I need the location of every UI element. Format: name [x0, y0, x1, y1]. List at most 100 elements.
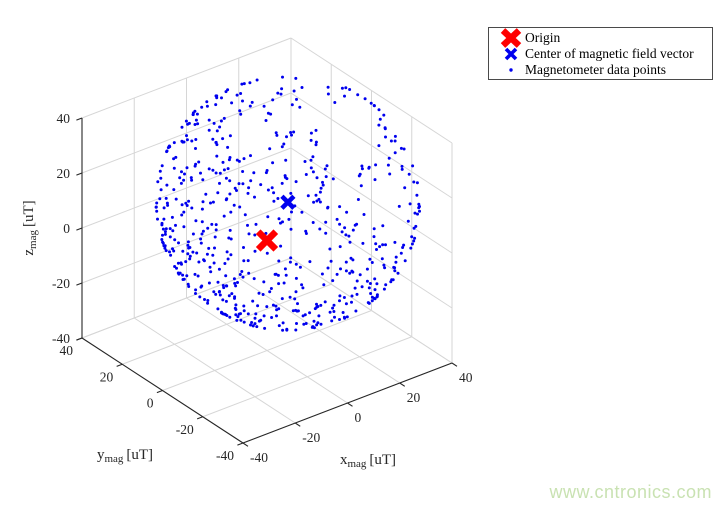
data-point	[181, 249, 185, 253]
data-point	[315, 176, 319, 180]
data-point	[314, 128, 318, 132]
data-point	[224, 198, 228, 202]
data-point	[295, 97, 298, 101]
data-point	[300, 86, 304, 89]
data-point	[316, 305, 320, 308]
data-point	[393, 134, 397, 138]
data-point	[319, 322, 323, 326]
data-point	[180, 170, 183, 174]
data-point	[160, 223, 164, 227]
data-point	[163, 246, 167, 250]
tick-label: 40	[57, 111, 71, 126]
data-point	[201, 229, 205, 233]
data-point	[318, 190, 322, 194]
data-point	[174, 155, 178, 159]
data-point	[275, 133, 279, 137]
data-point	[317, 197, 321, 201]
grid-line	[202, 336, 412, 418]
data-point	[202, 259, 206, 263]
data-point	[191, 232, 195, 236]
data-point	[198, 295, 202, 299]
data-point	[185, 166, 189, 170]
data-point	[340, 230, 344, 234]
data-point	[222, 214, 226, 218]
data-point	[252, 277, 256, 281]
data-point	[271, 303, 275, 307]
data-point	[382, 287, 386, 291]
data-point	[209, 270, 213, 274]
data-point	[324, 220, 328, 224]
data-point	[384, 135, 387, 139]
data-point	[287, 217, 291, 221]
data-point	[314, 193, 318, 197]
data-point	[399, 146, 403, 150]
data-point	[265, 251, 269, 255]
data-point	[242, 82, 246, 86]
data-point	[213, 235, 217, 239]
data-point	[409, 246, 413, 250]
data-point	[312, 319, 316, 323]
data-point	[274, 131, 278, 135]
data-point	[393, 269, 397, 273]
data-point	[325, 164, 329, 168]
data-point	[412, 239, 416, 243]
data-point	[154, 205, 158, 209]
data-point	[234, 308, 238, 311]
data-point	[331, 306, 335, 310]
data-point	[393, 240, 397, 244]
data-point	[241, 275, 245, 279]
data-point	[218, 125, 222, 129]
data-point	[188, 254, 192, 258]
data-point	[194, 118, 198, 122]
data-point	[254, 222, 258, 226]
data-point	[228, 134, 232, 138]
data-point	[197, 260, 201, 264]
data-point	[294, 276, 298, 280]
data-point	[323, 167, 327, 171]
data-point	[289, 227, 293, 231]
data-point	[403, 186, 407, 190]
x-glyph	[504, 47, 518, 61]
data-point	[191, 113, 195, 116]
data-point	[368, 257, 372, 261]
data-point	[388, 172, 392, 176]
data-point	[403, 259, 407, 263]
x-bold-glyph	[500, 28, 522, 48]
data-point	[214, 103, 218, 107]
data-point	[194, 288, 198, 292]
data-point	[363, 97, 367, 101]
data-point	[203, 298, 206, 301]
data-point	[255, 78, 259, 82]
data-point	[326, 206, 330, 210]
data-point	[239, 318, 243, 322]
data-point	[215, 129, 219, 133]
data-point	[171, 247, 174, 251]
data-point	[247, 186, 251, 190]
y-tick-mark	[196, 416, 203, 420]
data-point	[243, 213, 247, 217]
tick-label: -20	[52, 276, 70, 291]
data-point	[269, 112, 273, 116]
data-point	[182, 277, 186, 281]
data-point	[415, 193, 419, 197]
data-point	[262, 314, 266, 318]
y-tick-mark	[156, 389, 163, 394]
grid-line	[290, 202, 453, 309]
data-point	[283, 267, 287, 271]
data-point	[219, 119, 223, 123]
data-point	[190, 139, 194, 143]
data-point	[226, 167, 230, 171]
data-point	[328, 247, 332, 251]
data-point	[257, 291, 261, 295]
data-point	[274, 304, 278, 308]
data-point	[271, 98, 275, 102]
data-point	[182, 178, 186, 182]
data-point	[186, 122, 190, 126]
data-point	[172, 157, 176, 161]
data-point	[255, 325, 259, 329]
data-point	[360, 164, 364, 168]
data-point	[410, 235, 414, 239]
data-point	[185, 204, 189, 207]
